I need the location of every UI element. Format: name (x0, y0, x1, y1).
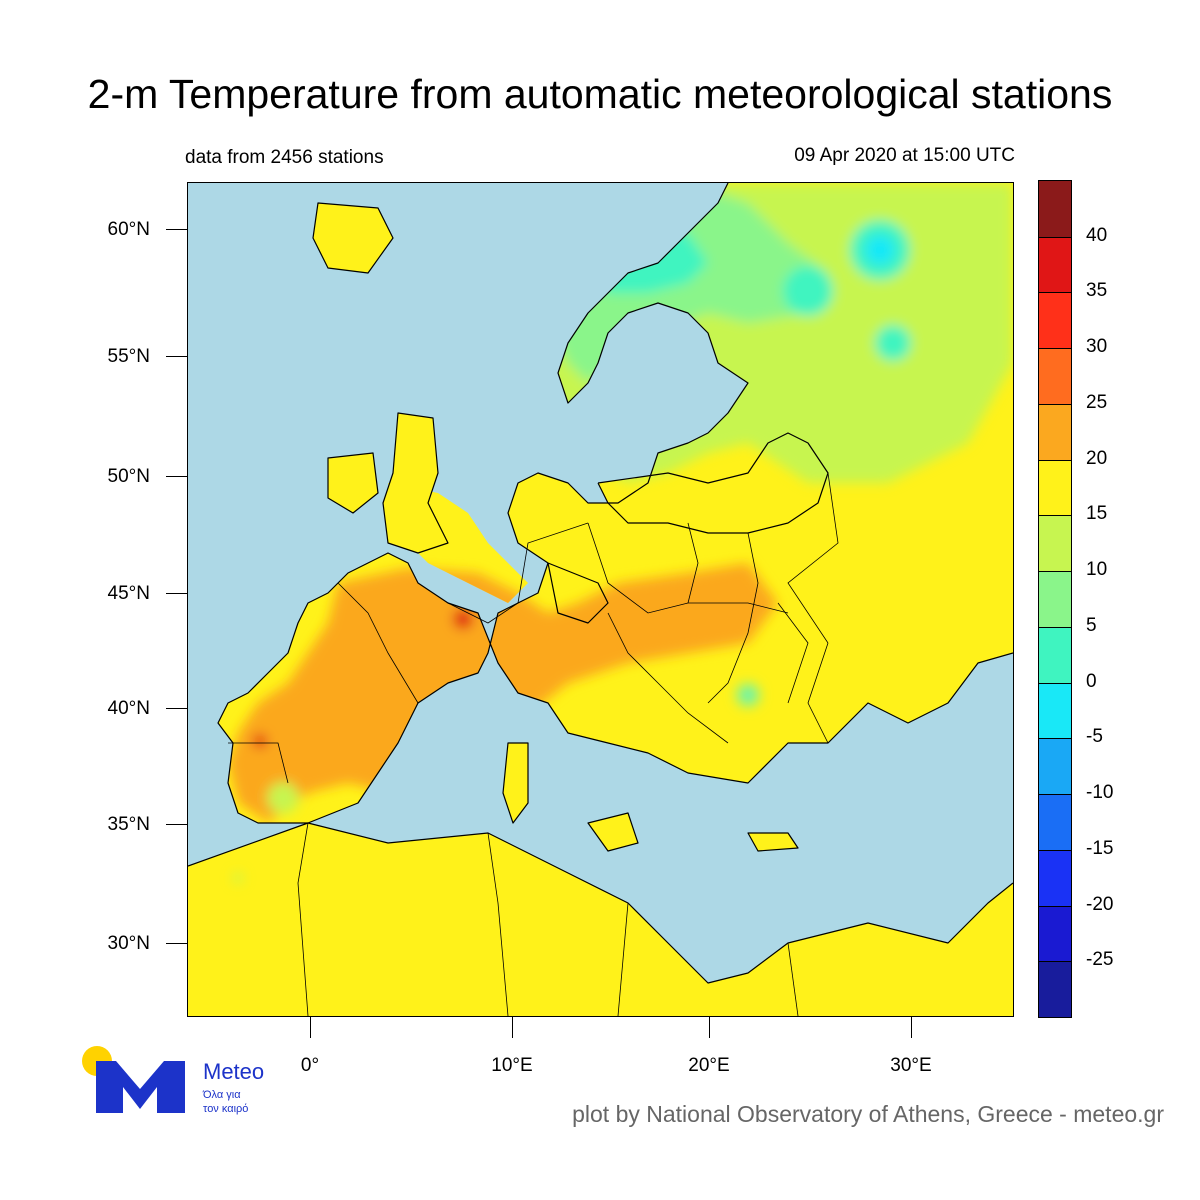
colorbar-separator (1039, 961, 1071, 963)
lat-label-50: 50°N (107, 466, 150, 487)
colorbar-separator (1039, 571, 1071, 573)
map-title: 2-m Temperature from automatic meteorolo… (87, 71, 1113, 117)
lat-tick-mark (166, 824, 187, 825)
station-count: data from 2456 stations (185, 147, 384, 168)
colorbar-label: -25 (1086, 949, 1114, 971)
credit-text: plot by National Observatory of Athens, … (572, 1101, 1164, 1127)
colorbar-segment (1039, 181, 1071, 238)
valid-time: 09 Apr 2020 at 15:00 UTC (794, 145, 1015, 166)
lon-tick-mark (911, 1017, 912, 1038)
colorbar-separator (1039, 626, 1071, 628)
colorbar-label: 20 (1086, 447, 1108, 469)
colorbar-separator (1039, 403, 1071, 405)
logo-tagline-1: Όλα για (203, 1089, 241, 1101)
colorbar-label: -20 (1086, 893, 1114, 915)
colorbar-separator (1039, 292, 1071, 294)
colorbar-label: 5 (1086, 614, 1097, 636)
lat-tick-mark (166, 476, 187, 477)
lat-label-55: 55°N (107, 346, 150, 367)
lon-tick-mark (709, 1017, 710, 1038)
colorbar-segment (1039, 626, 1071, 684)
lat-label-35: 35°N (107, 814, 150, 835)
colorbar-separator (1039, 905, 1071, 907)
lat-label-45: 45°N (107, 583, 150, 604)
colorbar-segment (1039, 403, 1071, 461)
colorbar-segment (1039, 515, 1071, 572)
meteo-logo-icon (82, 1046, 185, 1113)
lat-label-40: 40°N (107, 698, 150, 719)
colorbar-segment (1039, 905, 1071, 962)
colorbar-segment (1039, 794, 1071, 851)
lat-tick-mark (166, 229, 187, 230)
colorbar-separator (1039, 459, 1071, 461)
colorbar-label: -5 (1086, 726, 1103, 748)
colorbar-segment (1039, 849, 1071, 907)
colorbar-segment (1039, 738, 1071, 795)
lon-tick-mark (310, 1017, 311, 1038)
lat-tick-mark (166, 356, 187, 357)
logo-tagline-2: τον καιρό (203, 1103, 249, 1115)
colorbar-separator (1039, 236, 1071, 238)
colorbar-label: -15 (1086, 837, 1114, 859)
colorbar-segment (1039, 961, 1071, 1018)
lat-tick-mark (166, 943, 187, 944)
colorbar-separator (1039, 515, 1071, 517)
lon-label-10e: 10°E (491, 1055, 533, 1076)
colorbar-label: 35 (1086, 280, 1108, 302)
lat-tick-mark (166, 708, 187, 709)
colorbar-label: 15 (1086, 503, 1108, 525)
temperature-map (187, 182, 1014, 1017)
colorbar-label: 40 (1086, 224, 1108, 246)
lat-label-60: 60°N (107, 219, 150, 240)
colorbar-separator (1039, 849, 1071, 851)
lon-label-0: 0° (300, 1055, 320, 1076)
colorbar-separator (1039, 738, 1071, 740)
temperature-colorbar (1038, 180, 1072, 1018)
logo-wordmark: Meteo (203, 1059, 265, 1084)
colorbar-separator (1039, 348, 1071, 350)
colorbar-label: 0 (1086, 670, 1097, 692)
colorbar-label: 10 (1086, 559, 1108, 581)
colorbar-segment (1039, 292, 1071, 349)
colorbar-segment (1039, 236, 1071, 293)
lat-label-30: 30°N (107, 933, 150, 954)
colorbar-separator (1039, 682, 1071, 684)
lat-tick-mark (166, 593, 187, 594)
colorbar-segment (1039, 571, 1071, 628)
colorbar-label: 25 (1086, 391, 1108, 413)
lon-tick-mark (512, 1017, 513, 1038)
colorbar-separator (1039, 794, 1071, 796)
colorbar-segment (1039, 682, 1071, 739)
lon-label-20e: 20°E (688, 1055, 730, 1076)
colorbar-segment (1039, 459, 1071, 516)
colorbar-label: 30 (1086, 336, 1108, 358)
colorbar-label: -10 (1086, 782, 1114, 804)
colorbar-segment (1039, 348, 1071, 405)
lon-label-30e: 30°E (890, 1055, 932, 1076)
